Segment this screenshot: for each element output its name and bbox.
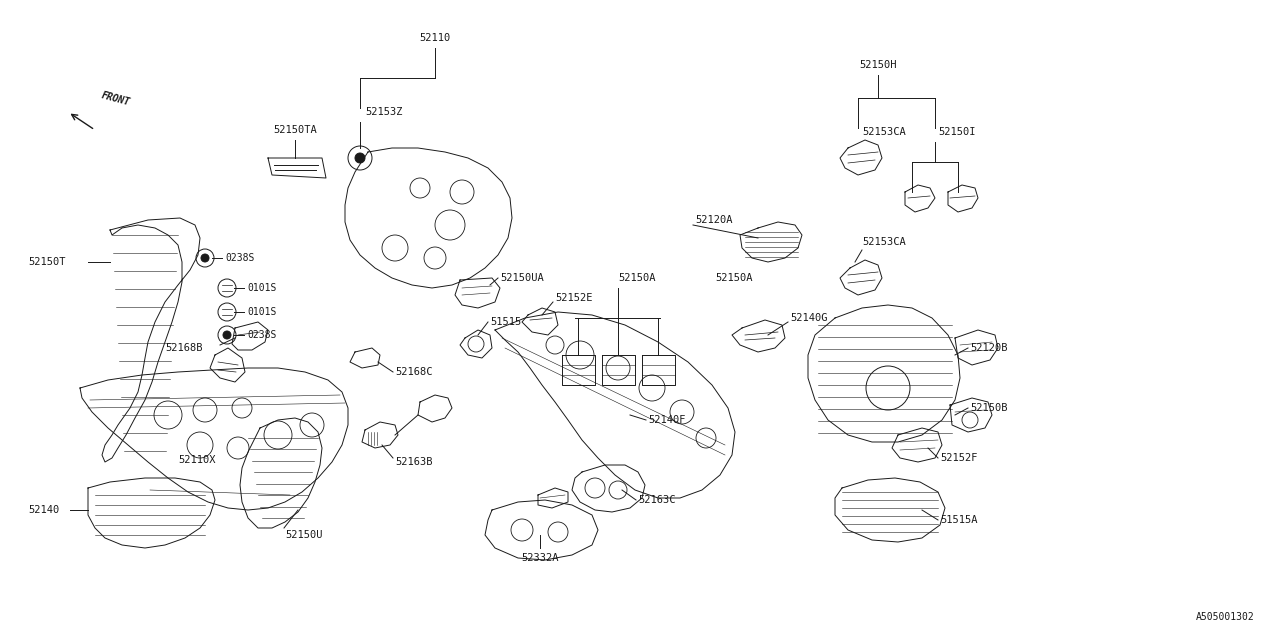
Text: 52140G: 52140G	[790, 313, 827, 323]
Text: 0101S: 0101S	[247, 307, 276, 317]
Text: 52168C: 52168C	[396, 367, 433, 377]
Text: 52150UA: 52150UA	[500, 273, 544, 283]
Text: 52140: 52140	[28, 505, 59, 515]
Text: 52153Z: 52153Z	[365, 107, 402, 117]
Text: 52110: 52110	[420, 33, 451, 43]
Text: 52150I: 52150I	[938, 127, 975, 137]
Text: 52140F: 52140F	[648, 415, 686, 425]
Text: 52150T: 52150T	[28, 257, 65, 267]
Text: FRONT: FRONT	[100, 91, 131, 108]
Text: 52150TA: 52150TA	[273, 125, 317, 135]
Text: 52120B: 52120B	[970, 343, 1007, 353]
Text: 52168B: 52168B	[165, 343, 202, 353]
Text: A505001302: A505001302	[1197, 612, 1254, 622]
Text: 52152F: 52152F	[940, 453, 978, 463]
Text: 52153CA: 52153CA	[861, 237, 906, 247]
Text: 52150U: 52150U	[285, 530, 323, 540]
Text: 52150B: 52150B	[970, 403, 1007, 413]
Text: 52153CA: 52153CA	[861, 127, 906, 137]
Circle shape	[201, 254, 209, 262]
Text: 52120A: 52120A	[695, 215, 732, 225]
Text: 0101S: 0101S	[247, 283, 276, 293]
Text: 52332A: 52332A	[521, 553, 559, 563]
Text: 51515A: 51515A	[940, 515, 978, 525]
Text: 52150A: 52150A	[618, 273, 655, 283]
Text: 52163B: 52163B	[396, 457, 433, 467]
Circle shape	[355, 153, 365, 163]
Text: 52163C: 52163C	[637, 495, 676, 505]
Text: 0238S: 0238S	[225, 253, 255, 263]
Text: 0238S: 0238S	[247, 330, 276, 340]
Text: 52150A: 52150A	[716, 273, 753, 283]
Circle shape	[223, 331, 230, 339]
Text: 51515: 51515	[490, 317, 521, 327]
Text: 52152E: 52152E	[556, 293, 593, 303]
Text: 52150H: 52150H	[859, 60, 897, 70]
Text: 52110X: 52110X	[178, 455, 215, 465]
